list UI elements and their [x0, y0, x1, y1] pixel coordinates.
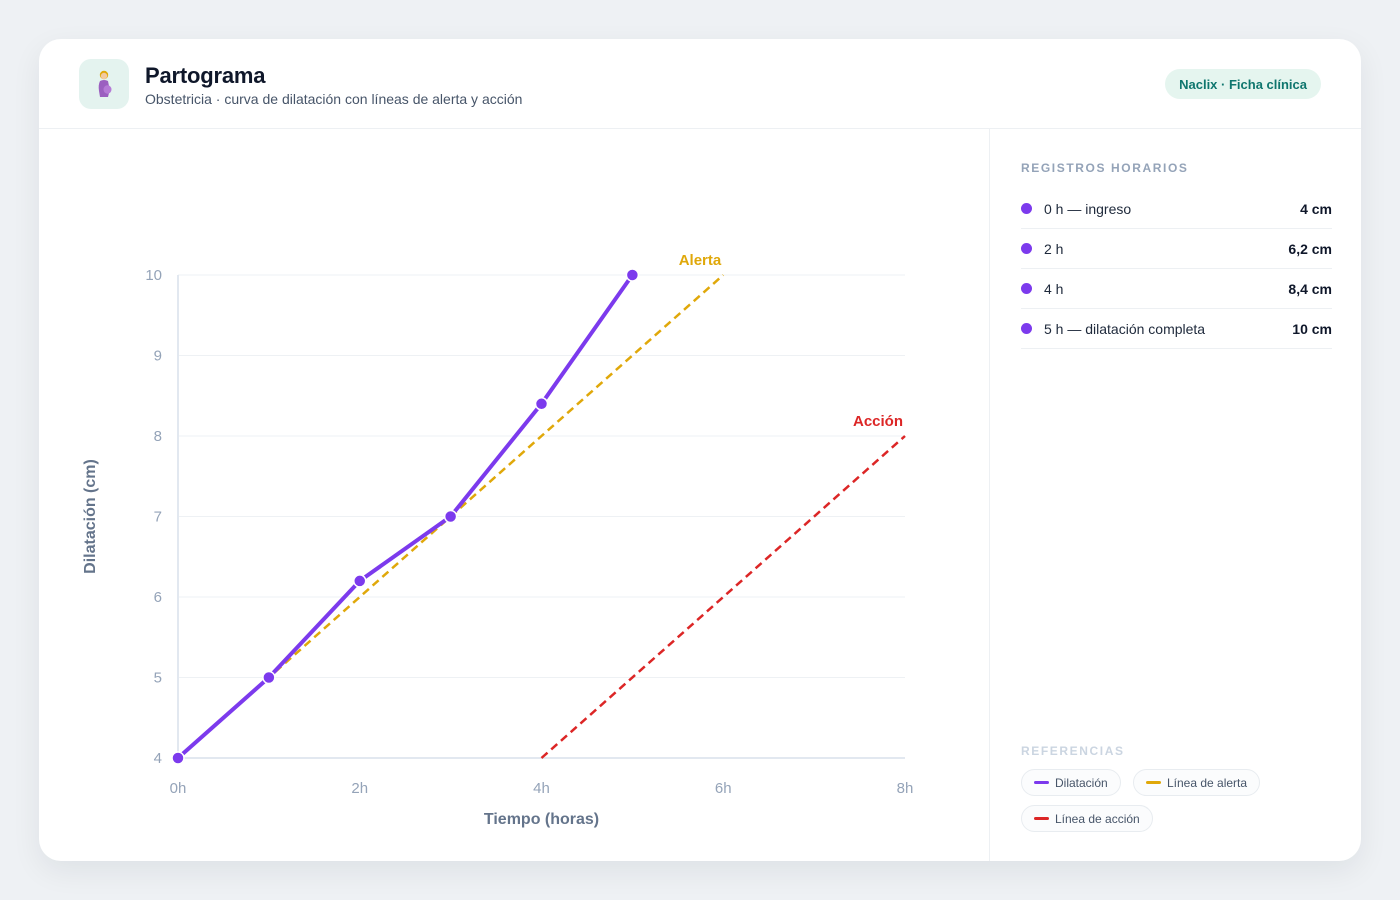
- series-accion-label: Acción: [853, 413, 903, 430]
- record-row: 5 h — dilatación completa 10 cm: [1021, 309, 1332, 349]
- source-badge: Naclix · Ficha clínica: [1165, 69, 1321, 99]
- record-value: 8,4 cm: [1288, 280, 1332, 297]
- legend-chip: Línea de alerta: [1133, 769, 1261, 796]
- records-title: REGISTROS HORARIOS: [1021, 161, 1189, 175]
- legend-swatch-icon: [1034, 781, 1049, 784]
- y-tick-label: 4: [154, 750, 162, 767]
- legend-swatch-icon: [1034, 817, 1049, 820]
- y-tick-label: 8: [154, 428, 162, 445]
- record-dot-icon: [1021, 243, 1032, 254]
- series-dilatacion-point: [443, 509, 458, 524]
- series-alerta-label: Alerta: [679, 252, 722, 269]
- record-value: 10 cm: [1292, 320, 1332, 337]
- record-dot-icon: [1021, 203, 1032, 214]
- card-header: Partograma Obstetricia · curva de dilata…: [39, 39, 1361, 129]
- series-dilatacion-point: [262, 670, 276, 685]
- series-dilatacion-point: [534, 397, 549, 411]
- sidebar: REGISTROS HORARIOS 0 h — ingreso 4 cm 2 h 6…: [989, 129, 1361, 861]
- record-value: 6,2 cm: [1288, 240, 1332, 257]
- x-axis-title: Tiempo (horas): [484, 811, 599, 828]
- x-tick-label: 2h: [351, 780, 368, 797]
- legend-label: Línea de alerta: [1167, 775, 1248, 790]
- y-tick-label: 9: [154, 348, 162, 365]
- record-dot-icon: [1021, 323, 1032, 334]
- axis-layer: 4 5 6 7 8 9 10 0h 2h 4h 6h 8h Tiempo (horas) Dilataci…: [82, 267, 913, 828]
- x-tick-label: 4h: [533, 780, 550, 797]
- x-tick-label: 0h: [170, 780, 187, 797]
- series-accion-line: [540, 435, 906, 759]
- x-tick-label: 6h: [715, 780, 732, 797]
- label-layer: Alerta Acción: [679, 252, 903, 430]
- record-dot-icon: [1021, 283, 1032, 294]
- record-label: 0 h — ingreso: [1044, 200, 1132, 217]
- series-dilatacion-line: [176, 273, 635, 760]
- legend-chip: Dilatación: [1021, 769, 1121, 796]
- record-label: 4 h: [1044, 280, 1064, 297]
- series-dilatacion-point: [353, 574, 367, 588]
- records-list: 0 h — ingreso 4 cm 2 h 6,2 cm 4 h 8,4 cm 5 h —…: [1021, 189, 1332, 349]
- partograma-card: Partograma Obstetricia · curva de dilata…: [39, 39, 1361, 861]
- legend-title: REFERENCIAS: [1021, 744, 1125, 758]
- y-tick-label: 10: [145, 267, 162, 284]
- y-axis-title: Dilatación (cm): [82, 459, 99, 574]
- legend-label: Dilatación: [1055, 775, 1108, 790]
- chart-svg: 4 5 6 7 8 9 10 0h 2h 4h 6h 8h Tiempo (horas) Dilataci…: [82, 252, 913, 828]
- y-tick-label: 7: [154, 509, 162, 526]
- y-tick-label: 6: [154, 589, 162, 606]
- grid-layer: [178, 274, 905, 678]
- legend-swatch-icon: [1146, 781, 1161, 784]
- record-label: 5 h — dilatación completa: [1044, 320, 1206, 337]
- record-row: 2 h 6,2 cm: [1021, 229, 1332, 269]
- partogram-chart: 4 5 6 7 8 9 10 0h 2h 4h 6h 8h Tiempo (horas) Dilataci…: [39, 129, 989, 861]
- x-tick-label: 8h: [897, 780, 914, 797]
- record-label: 2 h: [1044, 240, 1064, 257]
- record-value: 4 cm: [1300, 200, 1332, 217]
- series-dilatacion-point: [171, 751, 185, 765]
- series-layer: [171, 268, 906, 765]
- legend-chip: Línea de acción: [1021, 805, 1153, 832]
- record-row: 4 h 8,4 cm: [1021, 269, 1332, 309]
- page-subtitle: Obstetricia · curva de dilatación con lí…: [145, 91, 523, 107]
- record-row: 0 h — ingreso 4 cm: [1021, 189, 1332, 229]
- pregnant-woman-icon: [79, 59, 129, 109]
- y-tick-label: 5: [154, 670, 162, 687]
- page-title: Partograma: [145, 63, 266, 88]
- legend-label: Línea de acción: [1055, 811, 1140, 826]
- series-dilatacion-point: [625, 268, 640, 282]
